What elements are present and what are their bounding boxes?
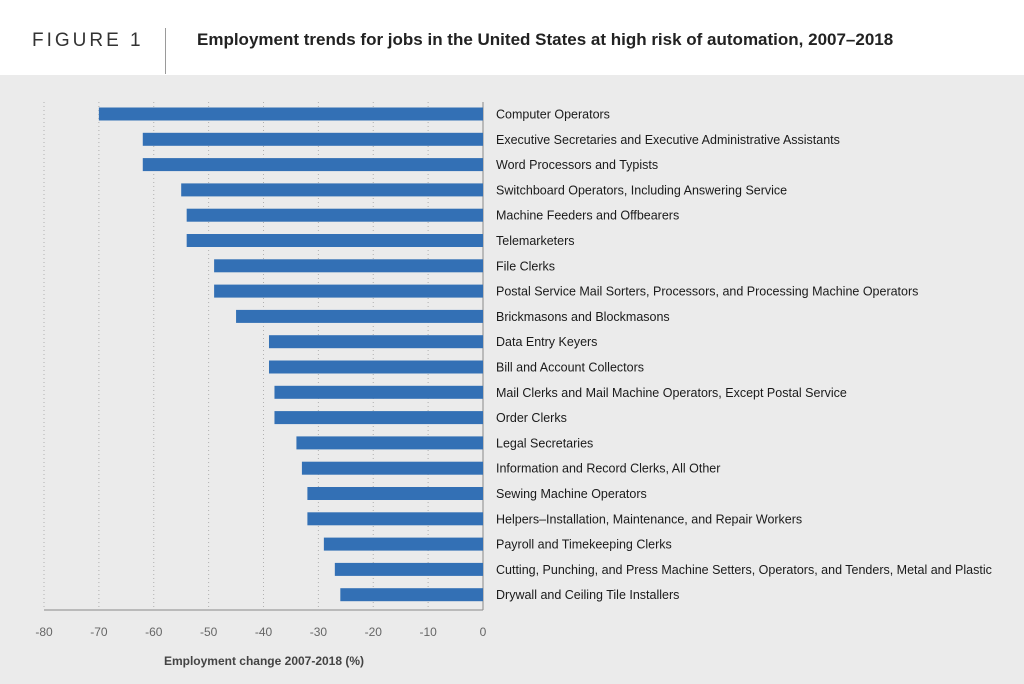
x-tick-labels: -80 -70 -60 -50 -40 -30 -20 -10 0 (35, 625, 486, 639)
category-labels: Computer Operators Executive Secretaries … (496, 108, 992, 603)
category-label: Word Processors and Typists (496, 158, 658, 172)
category-label: Brickmasons and Blockmasons (496, 310, 670, 324)
bar (98, 107, 483, 121)
x-tick-label: -80 (35, 625, 53, 639)
x-tick-label: 0 (480, 625, 487, 639)
category-label: Postal Service Mail Sorters, Processors,… (496, 285, 918, 299)
x-tick-label: -10 (419, 625, 437, 639)
bar (340, 588, 483, 602)
category-label: Bill and Account Collectors (496, 361, 644, 375)
bar (307, 487, 483, 500)
bar (268, 335, 483, 349)
bar (236, 309, 483, 323)
x-tick-label: -70 (90, 625, 108, 639)
bar (181, 183, 483, 197)
bar-series (98, 107, 484, 602)
category-label: Telemarketers (496, 234, 575, 248)
category-label: Sewing Machine Operators (496, 487, 647, 501)
x-tick-label: -60 (145, 625, 163, 639)
bar (334, 562, 483, 576)
bar (186, 234, 484, 247)
category-label: Switchboard Operators, Including Answeri… (496, 183, 787, 197)
x-tick-label: -50 (200, 625, 218, 639)
figure-header: FIGURE 1 Employment trends for jobs in t… (0, 0, 1024, 75)
category-label: Payroll and Timekeeping Clerks (496, 538, 672, 552)
category-label: File Clerks (496, 259, 555, 273)
header-divider (165, 28, 166, 74)
x-tick-label: -20 (365, 625, 383, 639)
bar (307, 512, 483, 526)
bar (142, 132, 483, 146)
category-label: Machine Feeders and Offbearers (496, 209, 679, 223)
x-tick-label: -30 (310, 625, 328, 639)
category-label: Executive Secretaries and Executive Admi… (496, 133, 840, 147)
category-label: Cutting, Punching, and Press Machine Set… (496, 563, 992, 577)
chart-area (0, 75, 1024, 684)
category-label: Legal Secretaries (496, 436, 593, 450)
bar (323, 537, 483, 551)
bar (142, 158, 483, 172)
category-label: Order Clerks (496, 411, 567, 425)
bar (214, 284, 484, 298)
category-label: Information and Record Clerks, All Other (496, 462, 720, 476)
bar (274, 385, 483, 399)
category-label: Computer Operators (496, 108, 610, 122)
gridlines (43, 102, 484, 611)
category-label: Mail Clerks and Mail Machine Operators, … (496, 386, 847, 400)
bar (214, 259, 484, 273)
bar (268, 360, 483, 374)
figure-label: FIGURE 1 (32, 30, 144, 51)
chart-title: Employment trends for jobs in the United… (197, 30, 894, 49)
category-label: Drywall and Ceiling Tile Installers (496, 588, 679, 602)
bar (274, 411, 483, 425)
x-tick-label: -40 (255, 625, 273, 639)
bar (301, 461, 483, 475)
category-label: Data Entry Keyers (496, 335, 597, 349)
x-axis-title: Employment change 2007-2018 (%) (164, 654, 364, 668)
category-label: Helpers–Installation, Maintenance, and R… (496, 512, 802, 526)
bar (296, 436, 483, 450)
bar (186, 208, 484, 222)
